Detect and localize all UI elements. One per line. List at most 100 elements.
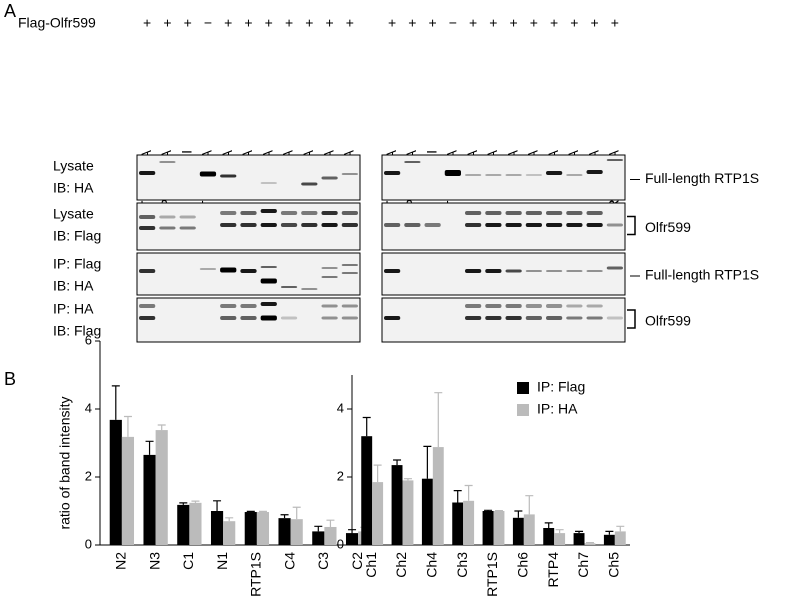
band [260,315,277,321]
band [240,269,257,273]
error-bar [123,415,132,437]
band [260,302,277,306]
x-tick-label: C2 [349,552,365,570]
band [586,223,603,227]
band [465,223,482,227]
band [606,223,623,227]
y-tick-label: 4 [337,400,344,415]
bar [523,514,535,545]
bar [278,518,291,545]
x-tick-label: RTP4 [545,552,561,588]
bracket [627,215,636,236]
error-bar [453,490,462,503]
sign: + [265,15,273,31]
error-bar [179,502,188,505]
error-bar [585,542,594,544]
band [139,316,156,320]
error-bar [403,478,412,481]
bar [614,531,626,545]
bar [573,533,585,545]
band [525,174,542,176]
sign: + [550,15,558,31]
x-tick-label: Ch2 [393,552,409,578]
x-tick-label: C1 [180,552,196,570]
band [586,316,603,320]
bar [189,502,202,545]
error-bar [544,522,553,528]
band [341,223,358,227]
band [159,161,176,163]
band [220,223,237,227]
sign: + [346,15,354,31]
band [384,171,401,175]
x-tick-label: Ch4 [424,552,440,578]
blot [381,202,626,251]
band [179,215,196,219]
sign: + [224,15,232,31]
band [546,270,563,272]
bar [391,465,403,545]
band [341,264,358,266]
sign: + [530,15,538,31]
error-bar [373,464,382,483]
error-bar [484,509,493,511]
band [505,211,522,215]
sign: − [204,15,212,31]
x-tick-label: Ch1 [363,552,379,578]
bar [463,500,475,545]
bar [543,528,555,545]
band [525,304,542,308]
band [260,182,277,184]
band [586,211,603,215]
band [566,316,583,320]
error-bar [225,517,234,522]
error-bar [514,510,523,518]
band [139,215,156,219]
bar [452,502,464,545]
band [139,171,156,175]
error-bar [258,510,267,513]
y-tick-label: 0 [337,536,344,551]
blot [381,252,626,296]
band [525,211,542,215]
band [505,269,522,273]
band [444,170,461,176]
x-tick-label: Ch3 [454,552,470,578]
x-tick-label: RTP1S [248,552,264,597]
bar [155,430,168,545]
bar [223,521,236,545]
error-bar [246,510,255,513]
band [280,316,298,320]
error-bar [434,392,443,448]
band [240,211,257,215]
bar [512,517,524,545]
band [546,171,563,175]
band [586,270,603,272]
sign: + [510,15,518,31]
sign: + [305,15,313,31]
band [505,174,522,176]
band [159,226,176,230]
band [220,174,237,178]
right-label: Full-length RTP1S [645,267,759,283]
error-bar [326,519,335,527]
sign: + [611,15,619,31]
band [260,223,277,227]
error-bar [393,459,402,466]
panel-label: A [4,1,16,21]
error-bar [280,514,289,519]
x-tick-label: C4 [281,552,297,570]
blot [136,252,361,296]
error-bar [145,440,154,455]
y-tick-label: 0 [85,536,92,551]
band [321,211,338,215]
error-bar [525,495,534,515]
band [280,211,298,215]
band [566,174,583,176]
band [606,266,623,270]
band [546,316,563,320]
flag-label: Flag-Olfr599 [18,15,96,31]
error-bar [314,525,323,532]
band [260,266,277,268]
x-tick-label: Ch5 [606,552,622,578]
